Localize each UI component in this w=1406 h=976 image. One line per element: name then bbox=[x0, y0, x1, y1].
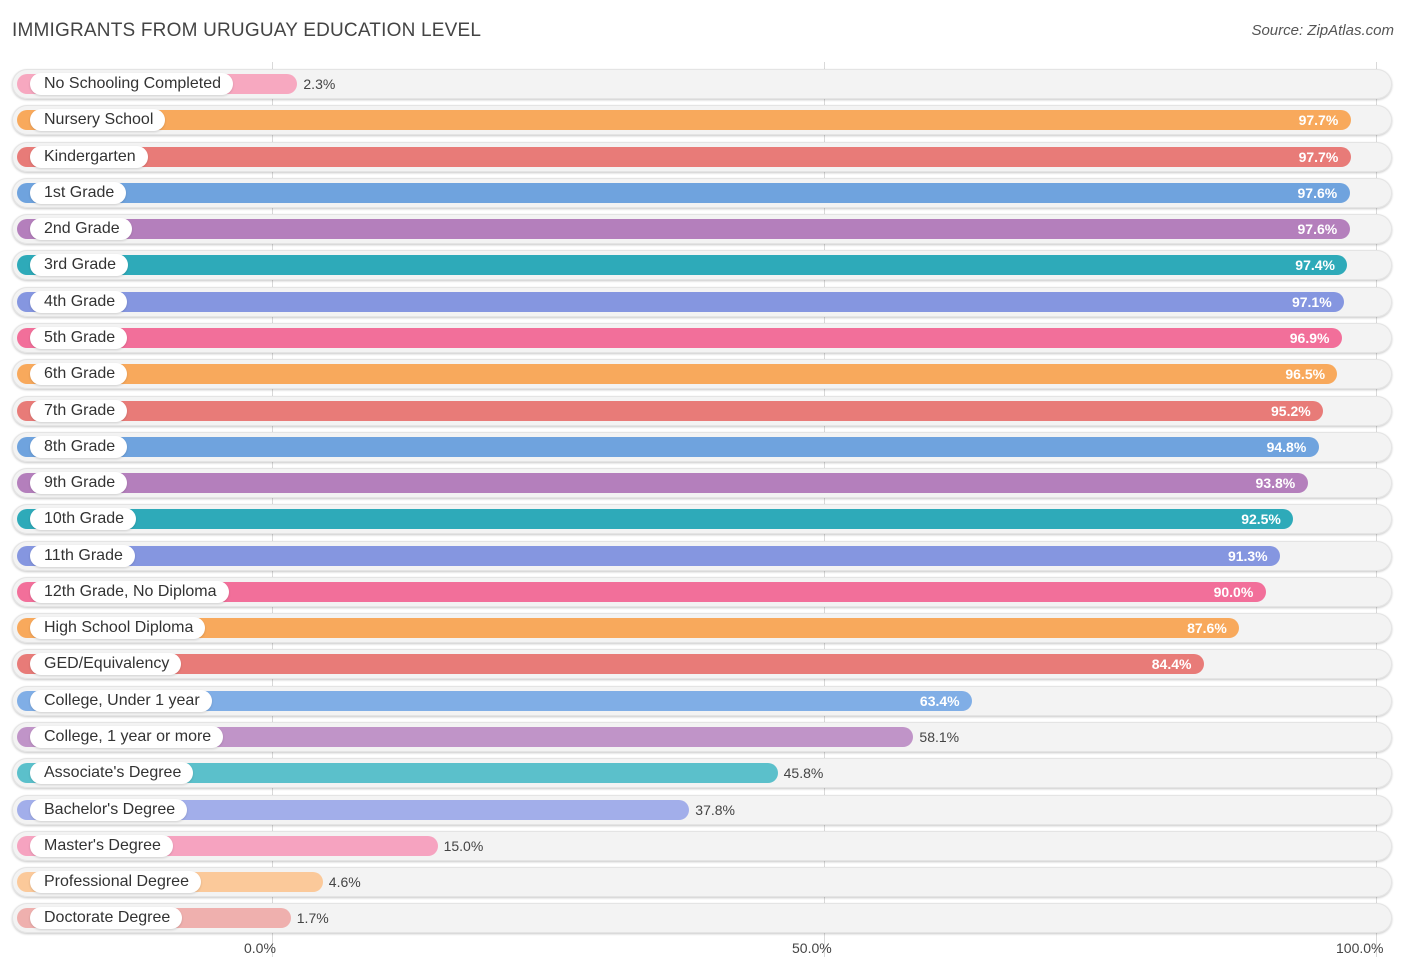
category-label: Bachelor's Degree bbox=[30, 798, 188, 821]
category-label: 12th Grade, No Diploma bbox=[30, 580, 229, 603]
bar bbox=[17, 255, 1348, 276]
value-label: 37.8% bbox=[695, 801, 735, 818]
x-tick-label: 100.0% bbox=[1336, 940, 1384, 956]
category-label: 3rd Grade bbox=[30, 254, 129, 277]
value-label: 96.5% bbox=[1285, 366, 1326, 383]
category-label: 7th Grade bbox=[30, 399, 128, 422]
category-label: High School Diploma bbox=[30, 617, 206, 640]
x-tick-label: 50.0% bbox=[792, 940, 832, 956]
category-label: 1st Grade bbox=[30, 181, 127, 204]
value-label: 45.8% bbox=[783, 765, 824, 782]
bar bbox=[17, 727, 914, 748]
value-label: 96.9% bbox=[1289, 329, 1330, 346]
value-label: 97.6% bbox=[1297, 221, 1338, 238]
category-label: Professional Degree bbox=[30, 871, 201, 894]
value-label: 97.7% bbox=[1298, 112, 1339, 129]
bar bbox=[17, 146, 1351, 167]
category-label: 5th Grade bbox=[30, 326, 128, 349]
bar bbox=[17, 763, 778, 784]
value-label: 97.1% bbox=[1291, 293, 1332, 310]
bar bbox=[17, 327, 1342, 348]
value-label: 1.7% bbox=[296, 910, 329, 927]
category-label: College, 1 year or more bbox=[30, 726, 224, 749]
bar bbox=[17, 182, 1350, 203]
value-label: 93.8% bbox=[1255, 475, 1296, 492]
source-label: Source: ZipAtlas.com bbox=[1251, 22, 1394, 39]
category-label: 2nd Grade bbox=[30, 218, 132, 241]
bar bbox=[17, 509, 1294, 530]
bar bbox=[17, 400, 1323, 421]
value-label: 97.4% bbox=[1295, 257, 1335, 274]
category-label: 10th Grade bbox=[30, 508, 137, 531]
value-label: 63.4% bbox=[919, 692, 960, 709]
value-label: 97.7% bbox=[1298, 148, 1339, 165]
category-label: Kindergarten bbox=[30, 145, 148, 168]
category-label: 6th Grade bbox=[30, 363, 128, 386]
category-label: Master's Degree bbox=[30, 834, 173, 857]
value-label: 84.4% bbox=[1151, 656, 1192, 673]
value-label: 58.1% bbox=[919, 729, 960, 746]
category-label: No Schooling Completed bbox=[30, 73, 233, 95]
category-label: 8th Grade bbox=[30, 435, 128, 458]
category-label: GED/Equivalency bbox=[30, 653, 182, 676]
value-label: 2.3% bbox=[303, 76, 336, 92]
category-label: 4th Grade bbox=[30, 290, 128, 313]
bar bbox=[17, 473, 1308, 494]
x-tick-label: 0.0% bbox=[244, 940, 276, 956]
category-label: College, Under 1 year bbox=[30, 689, 212, 712]
chart-title: IMMIGRANTS FROM URUGUAY EDUCATION LEVEL bbox=[12, 20, 482, 41]
bar bbox=[17, 364, 1338, 385]
bar bbox=[17, 291, 1344, 312]
value-label: 91.3% bbox=[1227, 547, 1268, 564]
category-label: 9th Grade bbox=[30, 472, 128, 495]
value-label: 94.8% bbox=[1266, 438, 1307, 455]
bar bbox=[17, 110, 1351, 131]
bar bbox=[17, 545, 1280, 566]
bar bbox=[17, 436, 1319, 457]
category-label: Associate's Degree bbox=[30, 762, 194, 785]
value-label: 87.6% bbox=[1187, 620, 1227, 637]
value-label: 97.6% bbox=[1297, 184, 1338, 201]
category-label: 11th Grade bbox=[30, 544, 135, 567]
value-label: 92.5% bbox=[1241, 511, 1281, 528]
value-label: 95.2% bbox=[1271, 402, 1311, 419]
value-label: 4.6% bbox=[328, 874, 361, 891]
bar bbox=[17, 219, 1350, 240]
category-label: Nursery School bbox=[30, 109, 166, 132]
value-label: 90.0% bbox=[1213, 583, 1254, 600]
bar bbox=[17, 618, 1240, 639]
bar bbox=[17, 690, 972, 711]
value-label: 15.0% bbox=[443, 837, 484, 854]
category-label: Doctorate Degree bbox=[30, 907, 183, 930]
bar bbox=[17, 581, 1266, 602]
bar bbox=[17, 654, 1204, 675]
